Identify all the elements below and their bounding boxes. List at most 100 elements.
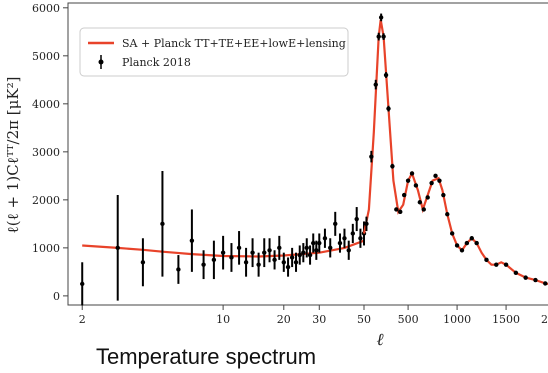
- data-point: [383, 72, 389, 78]
- data-point: [281, 260, 286, 265]
- data-point: [289, 255, 295, 260]
- legend-label: Planck 2018: [122, 56, 191, 69]
- data-point: [328, 245, 333, 251]
- x-axis-label: ℓ: [376, 330, 383, 350]
- legend-box: [79, 27, 349, 77]
- data-point: [401, 192, 407, 198]
- x-tick-label: 2: [79, 313, 86, 326]
- x-tick-label: 50: [357, 313, 371, 326]
- caption: Temperature spectrum: [96, 344, 316, 369]
- data-point: [503, 262, 509, 267]
- data-point: [405, 178, 411, 183]
- x-tick-label: 2000: [541, 313, 548, 326]
- y-tick-label: 3000: [32, 146, 60, 159]
- legend: SA + Planck TT+TE+EE+lowE+lensing Planck…: [79, 27, 349, 77]
- y-tick-label: 2000: [32, 194, 60, 207]
- data-point: [413, 183, 419, 188]
- data-point: [80, 281, 85, 287]
- data-point: [140, 260, 146, 265]
- data-point: [314, 248, 319, 253]
- y-tick-label: 5000: [32, 50, 60, 63]
- data-point: [474, 240, 479, 246]
- data-point: [358, 236, 363, 241]
- data-point: [307, 252, 313, 258]
- data-point: [386, 106, 391, 111]
- data-point: [293, 260, 299, 265]
- data-point: [346, 248, 351, 253]
- data-point: [322, 236, 328, 241]
- data-point: [398, 209, 403, 215]
- data-point: [160, 221, 165, 227]
- data-point: [449, 231, 455, 236]
- data-point: [262, 250, 267, 255]
- data-point: [513, 270, 519, 276]
- data-point: [342, 236, 347, 241]
- data-point: [441, 192, 446, 198]
- y-tick-label: 1000: [32, 242, 60, 255]
- data-point: [425, 195, 430, 200]
- data-point: [354, 216, 359, 222]
- data-point: [211, 257, 217, 263]
- y-tick-label: 0: [53, 290, 60, 303]
- data-point: [459, 248, 465, 253]
- x-tick-label: 10: [216, 313, 230, 326]
- data-point: [533, 277, 538, 283]
- data-point: [381, 34, 386, 39]
- data-point: [301, 250, 306, 255]
- data-point: [267, 248, 272, 253]
- data-point: [277, 245, 282, 251]
- data-point: [464, 240, 470, 246]
- data-point: [256, 262, 261, 267]
- data-point: [333, 221, 338, 227]
- data-point: [390, 164, 395, 169]
- data-point: [272, 257, 277, 263]
- data-point: [297, 252, 302, 258]
- y-tick-label: 6000: [32, 2, 60, 15]
- data-point: [201, 262, 206, 267]
- x-tick-label: 1500: [492, 313, 520, 326]
- data-point: [376, 34, 381, 39]
- data-point: [220, 250, 226, 255]
- data-point: [229, 255, 234, 260]
- data-point: [445, 212, 450, 217]
- data-point: [429, 180, 434, 186]
- data-point: [337, 240, 343, 246]
- x-tick-label: 1000: [443, 313, 471, 326]
- data-point: [543, 281, 548, 286]
- data-point: [469, 236, 474, 241]
- data-point: [523, 275, 528, 280]
- data-point: [285, 264, 291, 270]
- x-tick-label: 20: [277, 313, 291, 326]
- y-tick-label: 4000: [32, 98, 60, 111]
- data-point: [304, 245, 309, 251]
- data-point: [484, 257, 489, 263]
- x-tick-label: 500: [398, 313, 419, 326]
- data-point: [378, 15, 384, 20]
- legend-swatch: [98, 59, 104, 65]
- x-tick-label: 30: [312, 313, 326, 326]
- data-point: [437, 178, 442, 183]
- data-point: [189, 238, 195, 243]
- data-point: [243, 260, 249, 265]
- data-point: [454, 243, 460, 248]
- data-point: [409, 171, 415, 176]
- data-point: [433, 173, 438, 179]
- data-point: [364, 221, 369, 227]
- data-point: [417, 200, 423, 205]
- data-point: [176, 267, 181, 272]
- data-point: [494, 262, 499, 267]
- y-axis-label: ℓ(ℓ + 1)Cℓᵀᵀ/2π [μK²]: [4, 77, 22, 234]
- data-point: [115, 245, 120, 251]
- data-point: [421, 207, 426, 212]
- data-point: [236, 245, 242, 251]
- data-point: [311, 240, 316, 246]
- data-point: [350, 231, 356, 236]
- data-point: [369, 154, 374, 159]
- data-point: [250, 250, 255, 255]
- data-point: [373, 82, 378, 87]
- data-point: [394, 207, 399, 212]
- legend-label: SA + Planck TT+TE+EE+lowE+lensing: [122, 37, 346, 50]
- plot-frame: [67, 2, 548, 306]
- data-point: [317, 240, 322, 246]
